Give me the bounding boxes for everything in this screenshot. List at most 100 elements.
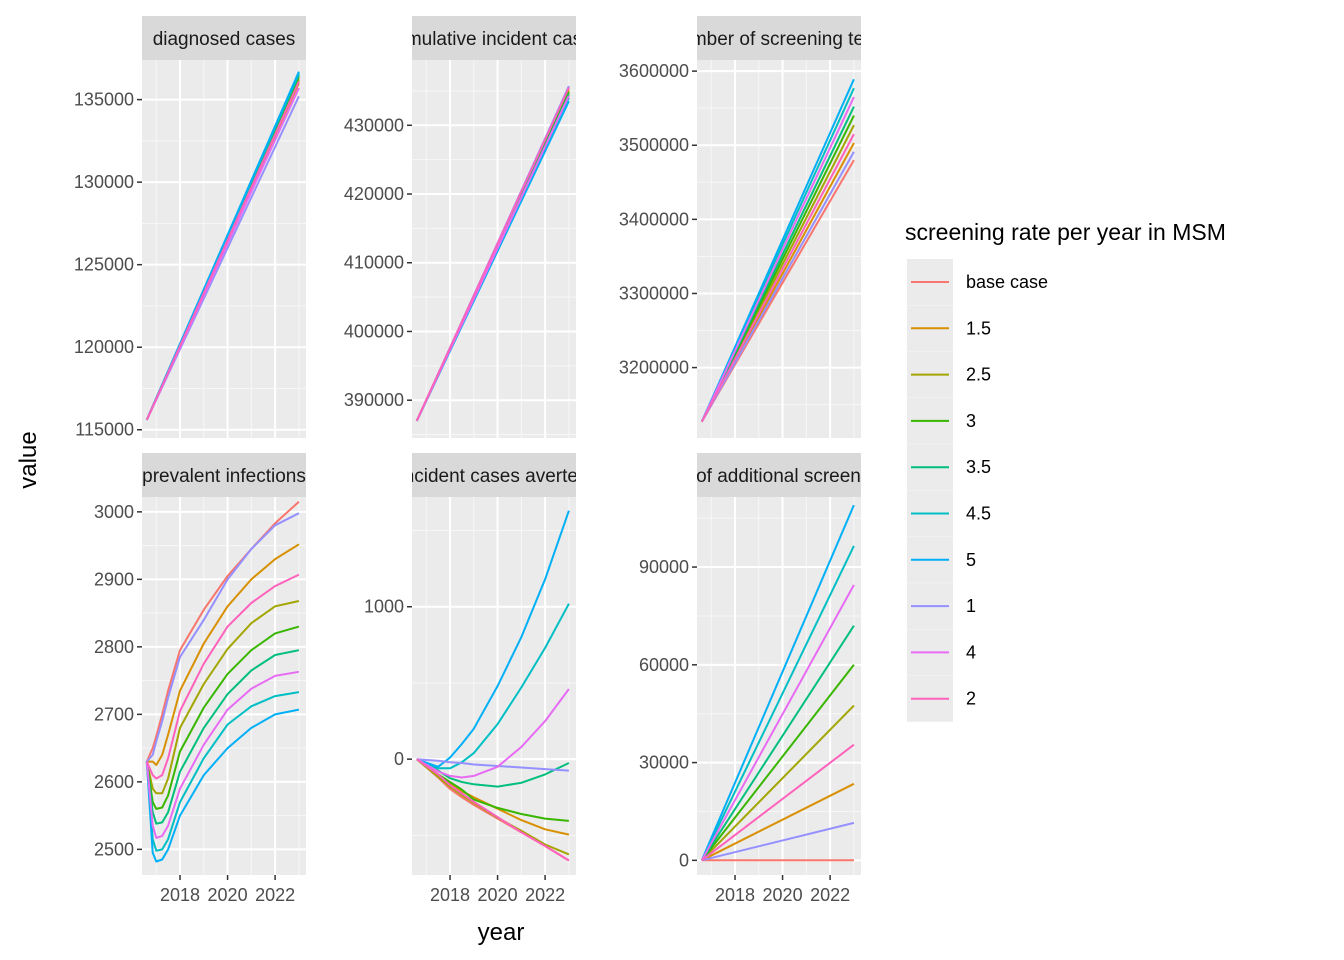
series-line <box>145 600 300 795</box>
series-line <box>700 584 855 861</box>
y-tick-label: 130000 <box>74 172 134 192</box>
legend-label: 3.5 <box>966 457 991 477</box>
facet-panel: number of screening tests 3200000 3300000 3… <box>619 16 889 438</box>
facet-panel: number of additional screening tests 0 300… <box>639 453 861 905</box>
x-tick-label: 2022 <box>255 885 295 905</box>
y-tick-label: 2500 <box>94 839 134 859</box>
legend-item: 1 <box>907 583 976 630</box>
y-tick-label: 390000 <box>344 390 404 410</box>
panel-background <box>142 497 306 875</box>
series-line <box>416 758 570 862</box>
series-line <box>145 670 300 839</box>
series-group <box>145 500 300 863</box>
legend-label: 2.5 <box>966 365 991 385</box>
facet-strip-label: cumulative incident cases <box>386 29 603 50</box>
legend-label: 3 <box>966 411 976 431</box>
series-group <box>700 504 855 862</box>
series-line <box>701 743 855 862</box>
y-axis-title: value <box>15 431 42 488</box>
legend-label: 4 <box>966 642 976 662</box>
y-tick-label: 125000 <box>74 255 134 275</box>
facet-strip <box>412 453 576 497</box>
facet-strip-label: incident cases averted <box>399 466 588 487</box>
legend-label: 1 <box>966 596 976 616</box>
series-line <box>416 688 570 779</box>
facet-strip <box>697 453 861 497</box>
y-tick-label: 2800 <box>94 637 134 657</box>
y-tick-label: 135000 <box>74 90 134 110</box>
series-line <box>700 504 855 861</box>
legend-item: 2.5 <box>907 351 991 398</box>
y-tick-label: 3400000 <box>619 209 689 229</box>
facet-strip <box>412 16 576 60</box>
facet-strip <box>142 16 306 60</box>
y-tick-label: 2900 <box>94 569 134 589</box>
y-tick-label: 2600 <box>94 772 134 792</box>
series-line <box>416 603 570 770</box>
series-line <box>416 758 569 772</box>
x-tick-label: 2018 <box>715 885 755 905</box>
series-line <box>700 545 855 861</box>
series-line <box>701 704 855 862</box>
legend-item: 1.5 <box>907 305 991 352</box>
y-tick-label: 0 <box>394 749 404 769</box>
legend-item: 3.5 <box>907 444 991 491</box>
x-tick-label: 2020 <box>763 885 803 905</box>
y-tick-label: 3300000 <box>619 283 689 303</box>
legend: screening rate per year in MSM base case… <box>905 219 1226 722</box>
facet-strip <box>142 453 306 497</box>
y-tick-label: 0 <box>679 850 689 870</box>
y-tick-label: 3000 <box>94 502 134 522</box>
panel-background <box>412 497 576 875</box>
y-tick-label: 60000 <box>639 655 689 675</box>
series-line <box>145 625 300 810</box>
series-line <box>145 708 300 863</box>
legend-item: 5 <box>907 536 976 583</box>
y-tick-label: 90000 <box>639 557 689 577</box>
x-axis-title: year <box>478 919 525 946</box>
series-line <box>416 510 570 768</box>
y-tick-label: 410000 <box>344 253 404 273</box>
series-line <box>145 691 300 852</box>
series-line <box>415 87 570 422</box>
series-line <box>700 625 855 861</box>
x-tick-label: 2022 <box>810 885 850 905</box>
y-tick-label: 2700 <box>94 704 134 724</box>
facet-strip <box>697 16 861 60</box>
legend-item: 3 <box>907 397 976 444</box>
series-line <box>145 573 300 780</box>
series-line <box>146 543 300 766</box>
legend-item: 4 <box>907 629 976 676</box>
y-tick-label: 3600000 <box>619 61 689 81</box>
facet-panel: diagnosed cases 115000 120000 125000 130000 1… <box>74 16 306 440</box>
legend-item: 2 <box>907 675 976 722</box>
series-group <box>700 78 855 423</box>
y-tick-label: 3200000 <box>619 358 689 378</box>
series-line <box>700 133 855 423</box>
y-tick-label: 430000 <box>344 115 404 135</box>
legend-item: base case <box>907 259 1048 305</box>
series-line <box>700 96 855 423</box>
y-tick-label: 1000 <box>364 597 404 617</box>
y-tick-label: 30000 <box>639 753 689 773</box>
legend-label: 4.5 <box>966 504 991 524</box>
y-tick-label: 120000 <box>74 337 134 357</box>
legend-label: base case <box>966 272 1048 292</box>
facet-strip-label: diagnosed cases <box>153 29 296 50</box>
series-line <box>145 649 300 825</box>
facet-panel: cumulative incident cases 390000 400000 410… <box>344 16 603 438</box>
series-group <box>145 71 300 421</box>
x-tick-label: 2018 <box>430 885 470 905</box>
series-line <box>700 78 855 423</box>
facet-panel: prevalent infections 2500 2600 2700 2800 2900… <box>94 453 306 905</box>
legend-keys: base case 1.5 2.5 3 3.5 4.5 5 1 4 2 <box>907 259 1048 722</box>
y-tick-label: 3500000 <box>619 135 689 155</box>
y-tick-label: 400000 <box>344 321 404 341</box>
facet-strip-label: number of screening tests <box>670 29 889 50</box>
series-line <box>701 821 855 862</box>
legend-label: 1.5 <box>966 318 991 338</box>
legend-title: screening rate per year in MSM <box>905 219 1226 245</box>
facet-panels: diagnosed cases 115000 120000 125000 130000 1… <box>74 16 889 905</box>
series-group <box>416 510 570 862</box>
